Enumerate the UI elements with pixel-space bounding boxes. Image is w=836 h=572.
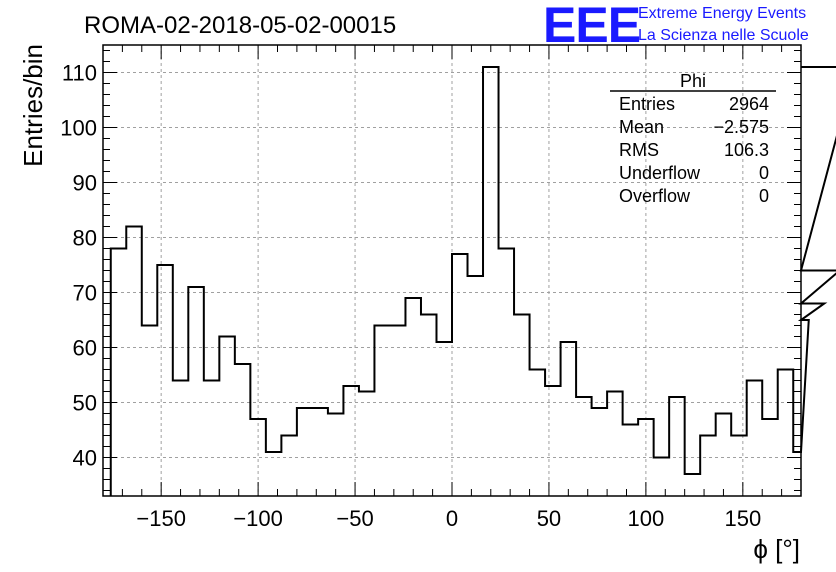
histogram-bin <box>452 254 468 496</box>
y-tick-label: 80 <box>73 226 97 251</box>
histogram-bin <box>669 397 685 496</box>
histogram-bin <box>716 414 732 497</box>
histogram-bin <box>421 315 437 497</box>
histogram-bin <box>576 397 592 496</box>
histogram-bin <box>390 326 406 497</box>
stats-row-label: Mean <box>619 117 664 137</box>
stats-title: Phi <box>680 71 706 91</box>
histogram-bin <box>747 381 763 497</box>
histogram-bin <box>700 436 716 497</box>
eee-subtitle-line2: La Scienza nelle Scuole <box>638 27 809 44</box>
y-tick-label: 110 <box>62 61 97 86</box>
histogram-bin <box>468 276 484 496</box>
eee-logo: EEE <box>543 0 640 53</box>
stats-row-value: 0 <box>759 186 769 206</box>
histogram-bin <box>545 386 561 496</box>
histogram-bin <box>343 386 359 496</box>
histogram-bin <box>359 392 375 497</box>
x-tick-label: 50 <box>537 506 561 531</box>
histogram-bin <box>312 408 328 496</box>
y-tick-label: 90 <box>73 171 97 196</box>
histogram-bin <box>374 326 390 497</box>
x-tick-label: 150 <box>724 506 761 531</box>
histogram-bin <box>623 425 639 497</box>
histogram-bin <box>173 381 189 497</box>
y-axis-ticks: 40 50 60 70 80 90 100 110 <box>60 50 801 491</box>
x-axis-label: ϕ [°] <box>753 534 800 564</box>
histogram-bin <box>654 458 670 497</box>
histogram-bars <box>109 66 836 497</box>
x-tick-label: −150 <box>136 506 186 531</box>
histogram-outline <box>109 66 836 496</box>
histogram-bin <box>607 392 623 497</box>
histogram-bin <box>297 408 313 496</box>
histogram-bin <box>530 370 546 497</box>
stats-row-label: Entries <box>619 94 675 114</box>
histogram-bin <box>157 265 173 496</box>
histogram-bin <box>266 452 282 496</box>
stats-row-label: Underflow <box>619 163 701 183</box>
histogram-bin <box>405 298 421 496</box>
y-tick-label: 50 <box>73 391 97 416</box>
histogram-bin <box>793 452 801 496</box>
histogram-bin <box>561 342 577 496</box>
stats-row-value: −2.575 <box>713 117 769 137</box>
x-axis-ticks: −150 −100 −50 0 50 100 150 <box>102 45 802 531</box>
histogram-bin <box>204 381 220 497</box>
stats-row-value: 2964 <box>729 94 769 114</box>
stats-box: Phi Entries 2964 Mean −2.575 RMS 106.3 Underfl… <box>610 71 776 206</box>
histogram-bin <box>762 419 778 496</box>
histogram-bin <box>483 67 499 496</box>
y-tick-label: 100 <box>60 116 97 141</box>
histogram-bin <box>126 227 142 497</box>
stats-row-value: 106.3 <box>724 140 769 160</box>
histogram-bin <box>235 364 251 496</box>
y-tick-label: 60 <box>73 336 97 361</box>
x-tick-label: −100 <box>233 506 283 531</box>
y-tick-label: 40 <box>73 446 97 471</box>
histogram-bin <box>778 370 794 497</box>
stats-row-label: Overflow <box>619 186 691 206</box>
histogram-bin <box>499 249 515 497</box>
stats-row-value: 0 <box>759 163 769 183</box>
histogram-bin <box>219 337 235 497</box>
histogram-bin <box>281 436 297 497</box>
histogram-bin <box>328 414 344 497</box>
y-axis-label: Entries/bin <box>18 44 48 167</box>
eee-subtitle-line1: Extreme Energy Events <box>638 5 806 22</box>
histogram-bin <box>436 342 452 496</box>
chart-title: ROMA-02-2018-05-02-00015 <box>84 12 396 39</box>
histogram-bin <box>592 408 608 496</box>
x-tick-label: −50 <box>336 506 373 531</box>
histogram-bin <box>514 315 530 497</box>
histogram-bin <box>685 474 701 496</box>
stats-row-label: RMS <box>619 140 659 160</box>
histogram-bin <box>111 249 127 497</box>
x-tick-label: 0 <box>446 506 458 531</box>
y-tick-label: 70 <box>73 281 97 306</box>
histogram-bin <box>188 287 204 496</box>
histogram-bin <box>731 436 747 497</box>
x-tick-label: 100 <box>628 506 665 531</box>
histogram-bin <box>142 326 158 497</box>
